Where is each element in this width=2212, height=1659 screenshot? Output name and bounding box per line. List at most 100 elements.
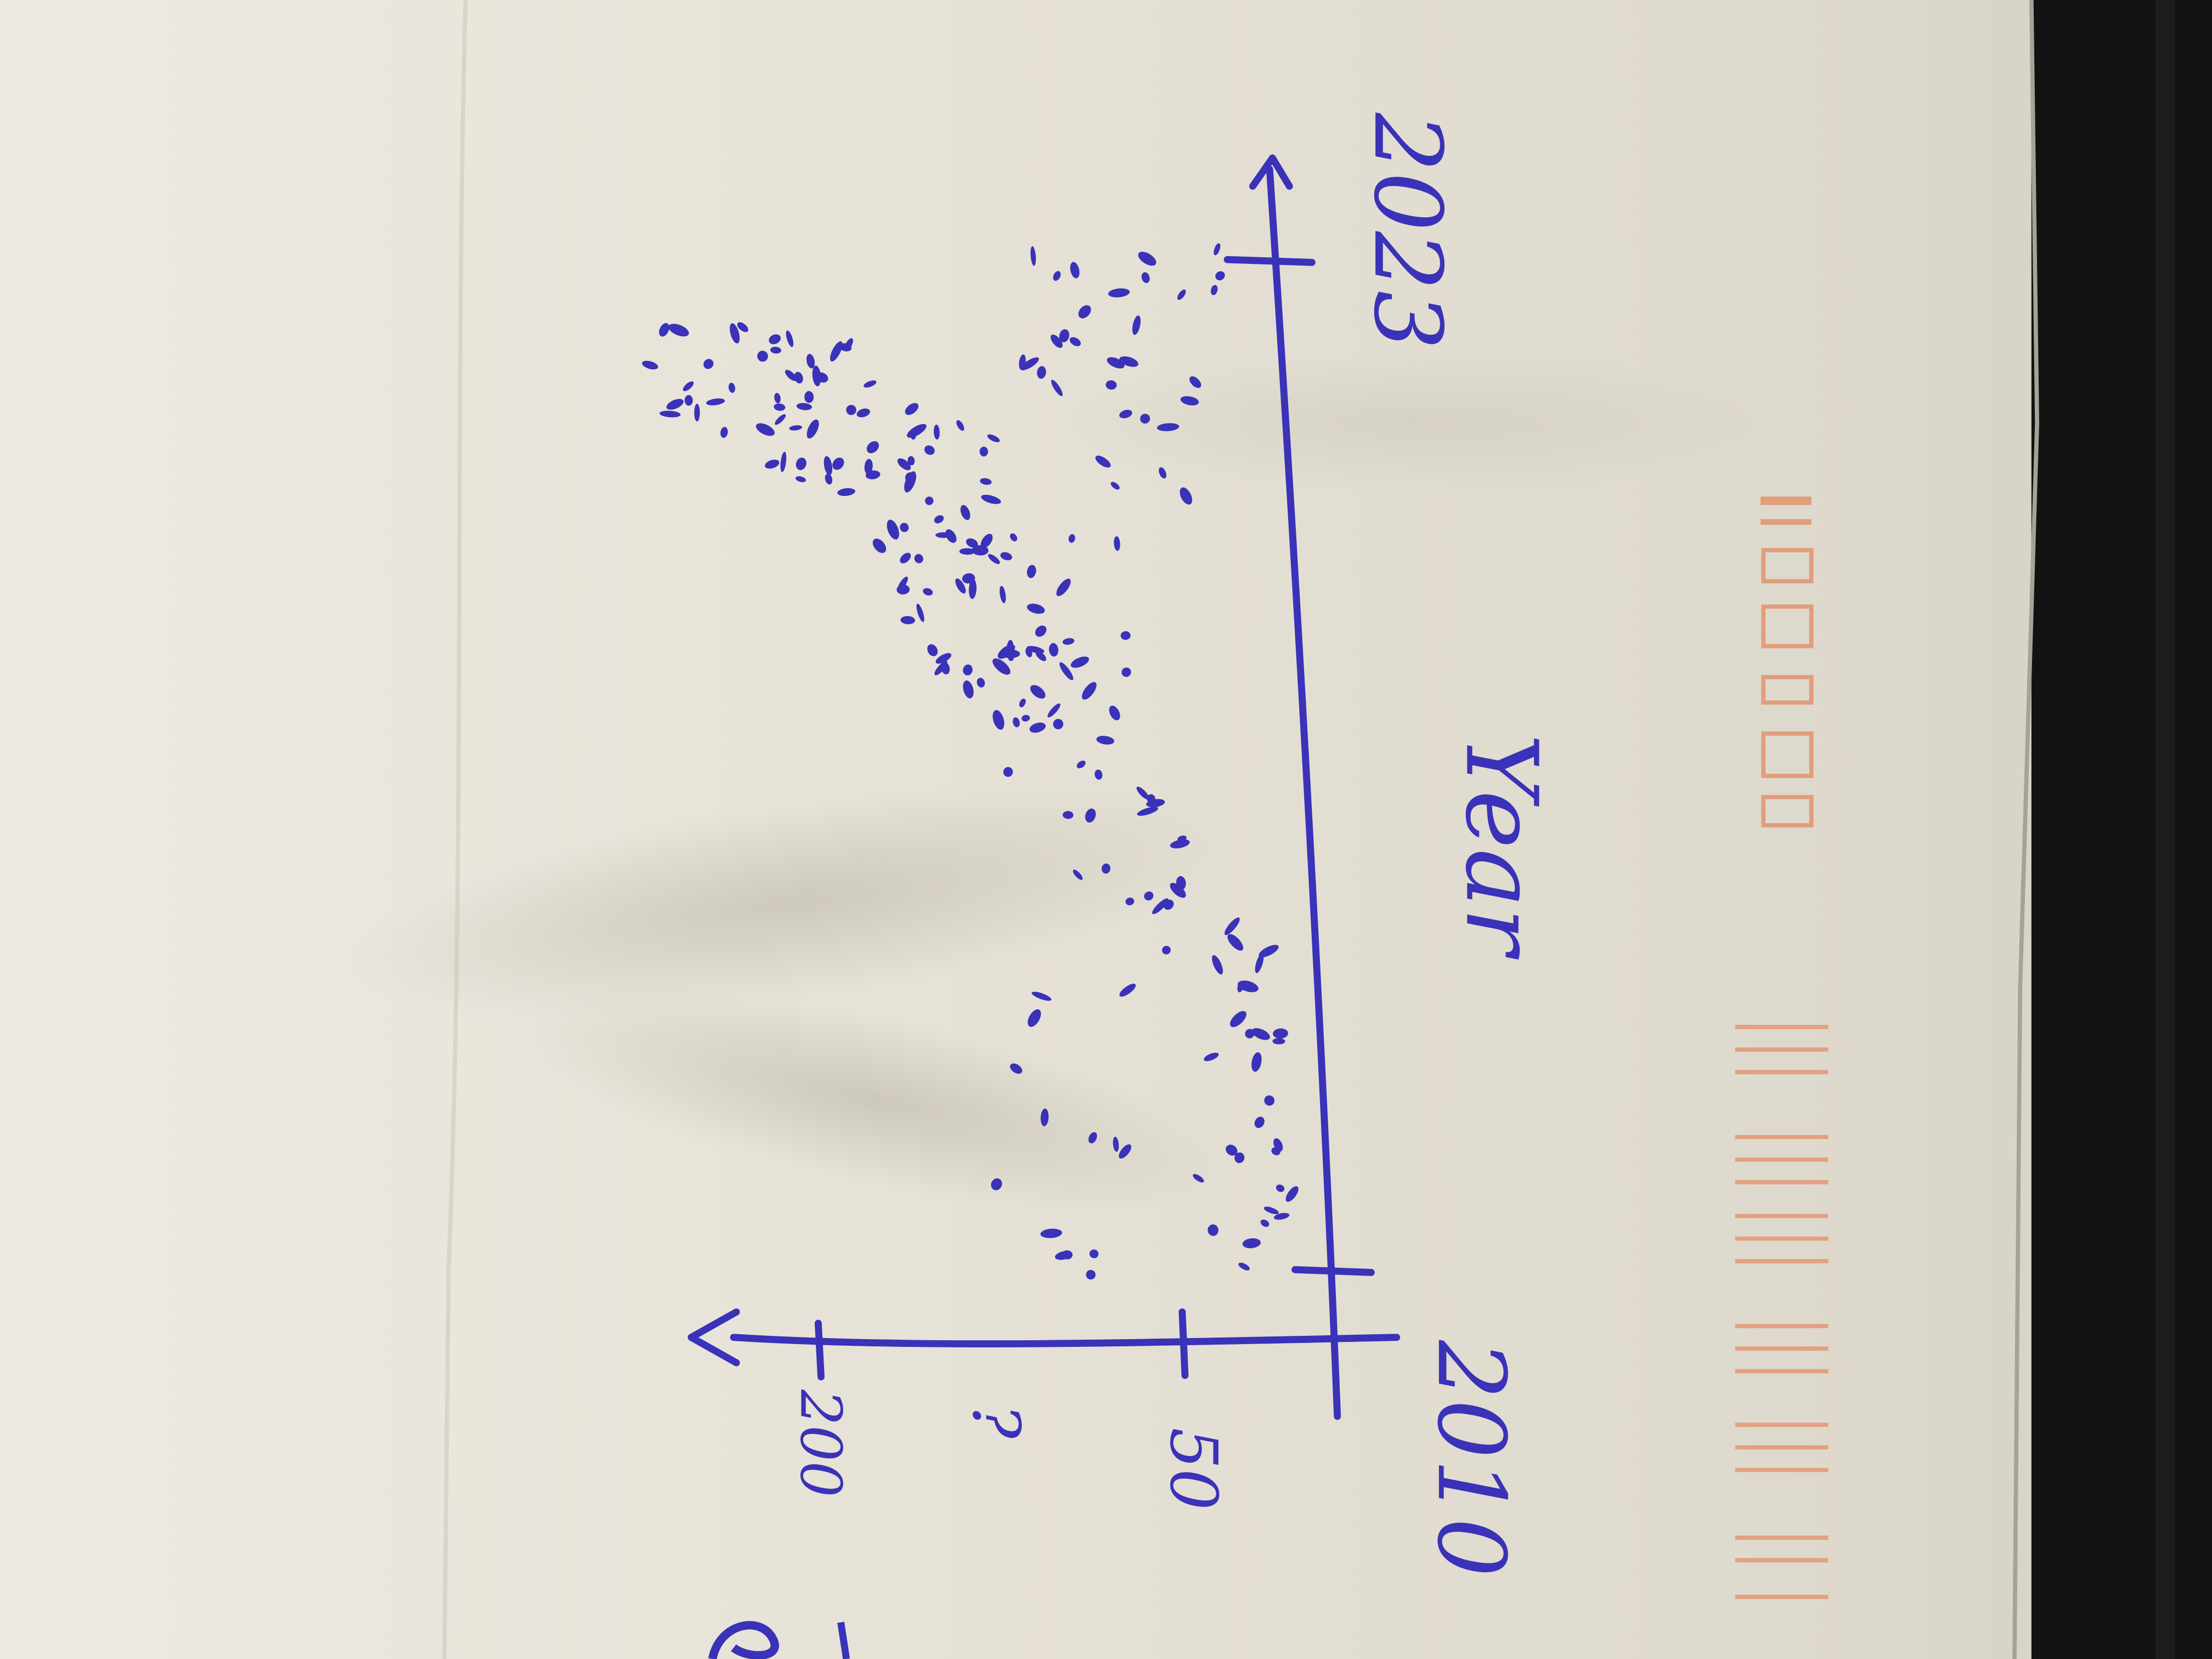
ink-dot <box>1214 243 1221 256</box>
ink-dot <box>729 382 736 393</box>
ink-dot <box>1030 246 1036 266</box>
ink-dot <box>1062 638 1075 645</box>
ink-dot <box>960 505 970 520</box>
ink-dot <box>1037 366 1046 379</box>
ink-dot <box>684 395 693 406</box>
ink-dot <box>757 351 768 362</box>
ink-dot <box>794 371 803 383</box>
ink-dot <box>907 456 915 466</box>
ink-dot <box>959 548 975 555</box>
ink-dot <box>837 488 855 496</box>
ink-dot <box>904 471 917 493</box>
ink-dot <box>795 476 806 482</box>
ink-dot <box>1147 794 1155 803</box>
ink-dot <box>1238 1262 1250 1271</box>
ink-dot <box>1159 467 1167 479</box>
sketch-scatter-points <box>642 243 1299 1280</box>
ink-dot <box>769 334 781 345</box>
ink-dot <box>1053 271 1061 281</box>
ink-dot <box>1013 717 1020 727</box>
ink-dot <box>1078 305 1091 319</box>
ink-dot <box>927 644 938 657</box>
paper-crease-shadow <box>342 786 1238 1019</box>
ink-dot <box>933 425 940 440</box>
ink-dot <box>1085 808 1096 823</box>
ink-dot <box>1119 1144 1132 1159</box>
ink-dot <box>1234 1152 1245 1164</box>
ink-dot <box>1170 839 1190 849</box>
ink-dot <box>872 538 887 554</box>
ink-dot <box>796 403 812 410</box>
ink-dot <box>1040 1108 1049 1127</box>
ink-dot <box>1212 955 1223 975</box>
ink-dot <box>1180 487 1193 505</box>
ink-dot <box>1035 625 1047 637</box>
ink-dot <box>1162 946 1171 955</box>
ink-dot <box>1088 1132 1097 1144</box>
ink-dot <box>981 494 1001 504</box>
ink-dot <box>1224 917 1240 935</box>
ink-dot <box>1000 649 1020 658</box>
ink-dot <box>720 427 728 438</box>
ink-dot <box>659 410 681 417</box>
ink-dot <box>1051 334 1063 348</box>
ink-dot <box>1125 898 1135 906</box>
ink-dot <box>1068 534 1075 543</box>
ink-dot <box>1144 891 1154 901</box>
ink-dot <box>804 391 814 403</box>
ink-dot <box>1000 552 1012 561</box>
ink-dot <box>914 554 923 563</box>
ink-dot <box>1189 376 1201 388</box>
ink-dot <box>1193 1173 1204 1183</box>
ink-dot <box>988 554 1000 565</box>
ink-dot <box>1170 883 1186 898</box>
paper-crease-shadow <box>515 988 1234 1213</box>
ink-dot <box>925 496 934 505</box>
ink-dot <box>1119 409 1132 419</box>
ink-dot <box>969 579 977 599</box>
ink-dot <box>785 370 797 381</box>
ink-dot <box>668 324 689 337</box>
ink-dot <box>1136 786 1149 800</box>
ink-dot <box>1094 769 1103 780</box>
ink-dot <box>1110 482 1120 490</box>
ink-dot <box>866 441 879 454</box>
ink-dot <box>1095 455 1111 468</box>
ink-dot <box>1259 945 1279 958</box>
ink-dot <box>816 372 828 383</box>
ink-dot <box>774 403 786 411</box>
ink-dot <box>1156 423 1180 431</box>
ink-dot <box>1089 1249 1099 1259</box>
ink-dot <box>987 434 1000 443</box>
ink-dot <box>1229 1011 1246 1028</box>
ink-dot <box>1180 396 1199 406</box>
ink-dot <box>1030 685 1046 699</box>
ink-dot <box>980 478 992 485</box>
ink-dot <box>1215 271 1225 281</box>
ink-dot <box>1040 1228 1062 1238</box>
ink-dot <box>1029 723 1046 733</box>
ink-dot <box>1054 1251 1073 1260</box>
ink-dot <box>1260 1219 1269 1227</box>
ink-dot <box>1059 329 1070 342</box>
x-tick-2023: 2023 <box>1353 112 1462 350</box>
ink-dot <box>706 398 725 405</box>
y-tick-50: 50 <box>1155 1427 1231 1510</box>
ink-dot <box>666 399 684 410</box>
ink-dot <box>955 578 966 594</box>
ink-dot <box>1251 1052 1262 1072</box>
ink-dot <box>1053 719 1064 730</box>
ink-dot <box>830 341 843 362</box>
frame-edge <box>2155 0 2176 1659</box>
paper-crease-shadow <box>1043 352 1778 494</box>
paper-fold <box>442 0 468 1659</box>
ink-dot <box>1003 767 1013 777</box>
ink-dot <box>806 354 815 369</box>
ink-dot <box>755 423 775 436</box>
ink-dot <box>825 473 833 485</box>
ink-dot <box>780 452 787 472</box>
ink-dot <box>1272 1038 1285 1045</box>
ink-dot <box>1076 760 1086 769</box>
ink-dot <box>864 459 873 475</box>
